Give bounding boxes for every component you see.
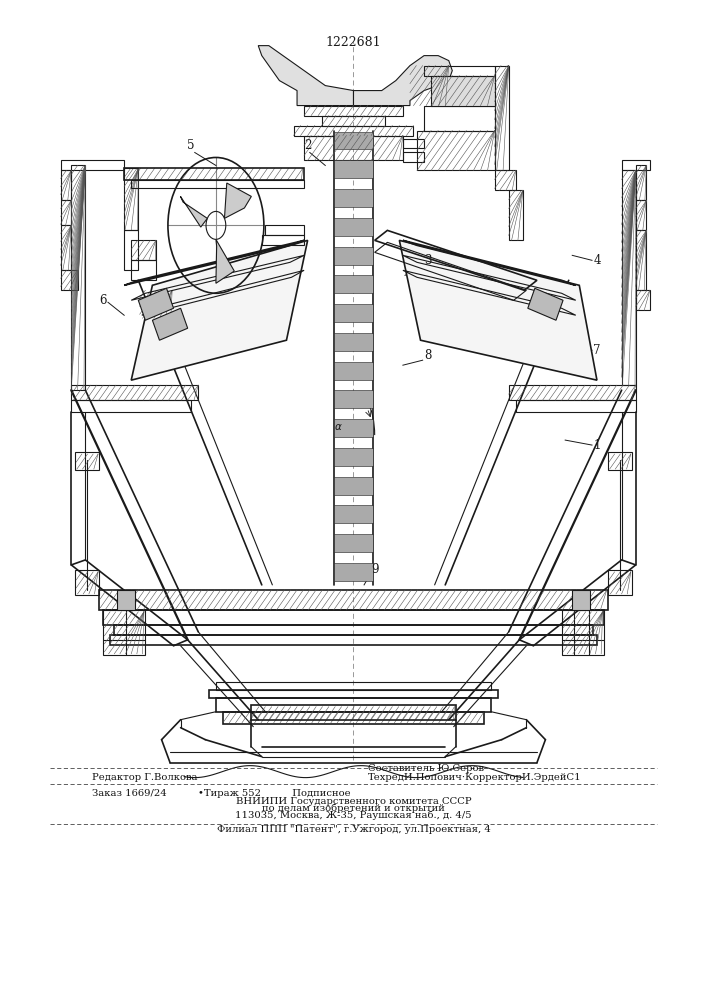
Polygon shape (334, 275, 373, 293)
Polygon shape (334, 132, 373, 149)
Polygon shape (334, 189, 373, 207)
Polygon shape (334, 477, 373, 495)
Polygon shape (334, 419, 373, 437)
Polygon shape (334, 505, 373, 523)
Text: 2: 2 (304, 139, 311, 152)
Text: Филиал ППП "Патент", г.Ужгород, ул.Проектная, 4: Филиал ППП "Патент", г.Ужгород, ул.Проек… (216, 825, 491, 834)
Text: 113035, Москва, Ж-35, Раушская наб., д. 4/5: 113035, Москва, Ж-35, Раушская наб., д. … (235, 811, 472, 820)
Text: 7: 7 (593, 344, 601, 357)
Polygon shape (334, 218, 373, 236)
Polygon shape (139, 288, 174, 320)
Text: ВНИИПИ Государственного комитета СССР: ВНИИПИ Государственного комитета СССР (235, 797, 472, 806)
Polygon shape (572, 590, 590, 610)
Polygon shape (334, 304, 373, 322)
Text: Заказ 1669/24          •Тираж 552          Подписное: Заказ 1669/24 •Тираж 552 Подписное (93, 789, 351, 798)
Text: 9: 9 (371, 563, 378, 576)
Polygon shape (334, 160, 373, 178)
Polygon shape (334, 247, 373, 265)
Polygon shape (431, 76, 495, 106)
Polygon shape (334, 333, 373, 351)
Text: Редактор Г.Волкова: Редактор Г.Волкова (93, 773, 198, 782)
Text: Составитель Ю.Серов: Составитель Ю.Серов (368, 764, 484, 773)
Text: 5: 5 (187, 139, 195, 152)
Polygon shape (180, 196, 207, 227)
Polygon shape (117, 590, 135, 610)
Polygon shape (334, 390, 373, 408)
Polygon shape (224, 183, 252, 218)
Polygon shape (354, 56, 452, 106)
Text: 4: 4 (593, 254, 601, 267)
Text: 3: 3 (423, 254, 431, 267)
Polygon shape (132, 240, 308, 380)
Text: $\alpha$: $\alpha$ (334, 422, 342, 432)
Polygon shape (153, 308, 187, 340)
Text: 1: 1 (593, 439, 601, 452)
Polygon shape (258, 46, 354, 106)
Text: ТехредИ.Попович·КорректорИ.ЭрдейС1: ТехредИ.Попович·КорректорИ.ЭрдейС1 (368, 773, 581, 782)
Polygon shape (334, 563, 373, 581)
Polygon shape (528, 288, 563, 320)
Text: 6: 6 (99, 294, 107, 307)
Polygon shape (216, 239, 234, 283)
Polygon shape (399, 240, 597, 380)
Polygon shape (334, 534, 373, 552)
Text: по делам изобретений и открытий: по делам изобретений и открытий (262, 804, 445, 813)
Polygon shape (334, 362, 373, 380)
Text: 1222681: 1222681 (326, 36, 381, 49)
Text: 8: 8 (424, 349, 431, 362)
Polygon shape (334, 448, 373, 466)
